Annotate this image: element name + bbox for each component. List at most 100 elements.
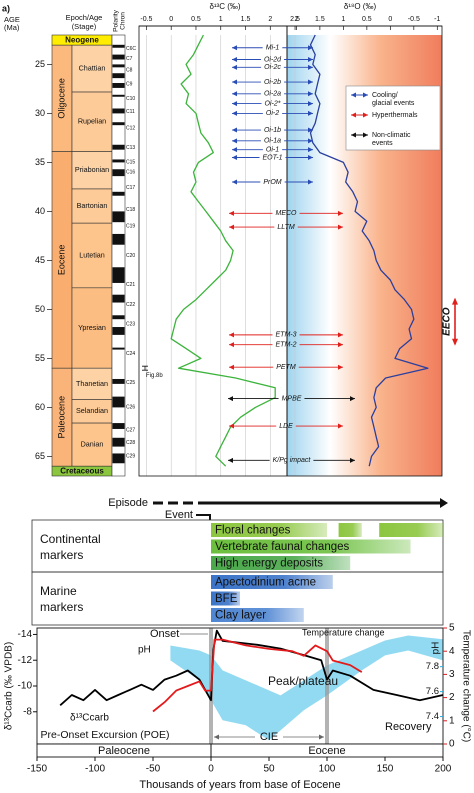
y-axis-label: AGE xyxy=(4,15,20,24)
stage-box xyxy=(71,151,113,190)
chron-label: C16 xyxy=(126,170,135,176)
legend-arrowhead xyxy=(363,92,368,98)
y-tick-label: -8 xyxy=(23,706,32,717)
marker-bar-label: High energy deposits xyxy=(215,558,323,570)
arrowhead xyxy=(350,457,355,463)
column-header: (Stage) xyxy=(72,22,97,31)
x-tick-label: -150 xyxy=(27,764,47,775)
arrowhead xyxy=(232,64,237,70)
x-tick-label: 1 xyxy=(219,16,223,23)
arrowhead xyxy=(308,127,313,133)
y3-tick-label: 7.8 xyxy=(426,661,439,672)
event-label: LDE xyxy=(279,423,293,430)
arrowhead xyxy=(308,110,313,116)
arrowhead xyxy=(232,147,237,153)
ph-band xyxy=(170,635,443,741)
legend-label: events xyxy=(372,140,393,147)
x2-tick-label: 2 xyxy=(294,16,298,23)
x-tick-label: 150 xyxy=(377,764,394,775)
arrowhead xyxy=(232,127,237,133)
phase-annotation: Peak/plateau xyxy=(268,674,338,688)
chron-label: C6C xyxy=(126,46,136,52)
arrowhead xyxy=(232,179,237,185)
polarity-normal xyxy=(112,159,125,163)
event-label: Mi-1 xyxy=(266,45,280,52)
period-name: Neogene xyxy=(65,36,99,45)
chron-label: C17 xyxy=(126,185,135,191)
x2-tick-label: -1 xyxy=(434,16,440,23)
legend-arrowhead xyxy=(351,112,356,118)
polarity-normal xyxy=(112,211,125,223)
x-tick-label: 50 xyxy=(263,764,275,775)
x2-tick-label: -0.5 xyxy=(408,16,420,23)
x-tick-label: -0.5 xyxy=(140,16,152,23)
event-line xyxy=(196,514,211,519)
polarity-normal xyxy=(112,423,125,429)
x2-tick-label: 1 xyxy=(341,16,345,23)
y-tick-label: 60 xyxy=(35,402,45,412)
arrowhead xyxy=(338,423,343,429)
epoch-name: Eocene xyxy=(308,745,345,757)
chron-label: C23 xyxy=(126,321,135,327)
polarity-normal xyxy=(112,396,125,408)
marker-bar xyxy=(211,556,351,570)
polarity-normal xyxy=(112,191,125,196)
arrowhead xyxy=(308,155,313,160)
arrowhead xyxy=(232,45,237,51)
arrowhead xyxy=(229,342,234,348)
polarity-normal xyxy=(112,233,125,245)
arrowhead xyxy=(229,332,234,338)
event-label: K/Pg impact xyxy=(273,457,312,464)
chron-label: C28 xyxy=(126,440,135,446)
legend-label: glacial events xyxy=(372,100,415,107)
polarity-normal xyxy=(112,294,125,303)
epoch-bar xyxy=(36,743,444,758)
event-label: ETM-3 xyxy=(276,332,297,339)
stage-name: Priabonian xyxy=(75,165,109,174)
chron-label: C29 xyxy=(126,454,135,460)
marker-bar xyxy=(211,539,411,554)
phase-annotation: CIE xyxy=(260,731,278,743)
x-tick-label: 0 xyxy=(208,764,214,775)
y2-tick-label: 3 xyxy=(449,669,455,680)
polarity-normal xyxy=(112,437,125,447)
event-label: Oi-2d xyxy=(264,56,282,63)
y-tick-label: 50 xyxy=(35,304,45,314)
polarity-normal xyxy=(112,44,125,48)
chron-label: C22 xyxy=(126,302,135,308)
arrowhead xyxy=(232,101,237,107)
event-label: PrOM xyxy=(263,179,281,186)
x-tick-label: 2.5 xyxy=(290,16,300,23)
chron-label: C10 xyxy=(126,96,135,102)
y3-tick-label: 7.4 xyxy=(426,711,439,722)
arrowhead xyxy=(229,224,234,230)
x-tick-label: 1.5 xyxy=(241,16,251,23)
polarity-normal xyxy=(112,144,125,150)
epoch-name: Eocene xyxy=(56,245,66,276)
polarity-normal xyxy=(112,73,125,79)
y-tick-label: 55 xyxy=(35,353,45,363)
arrowhead xyxy=(308,45,313,51)
episode-arrowhead xyxy=(440,498,448,508)
y-axis-label: δ¹³Ccarb (‰ VPDB) xyxy=(4,642,15,730)
polarity-normal xyxy=(112,453,125,464)
polarity-normal xyxy=(112,122,125,126)
chron-label: C20 xyxy=(126,253,135,259)
x2-tick-label: 0 xyxy=(388,16,392,23)
x2-tick-label: 1.5 xyxy=(315,16,325,23)
arrowhead xyxy=(232,79,237,85)
series-label: δ¹³Ccarb xyxy=(70,713,109,724)
marker-bar-label: Floral changes xyxy=(215,525,291,537)
y-tick-label: 30 xyxy=(35,108,45,118)
stage-box xyxy=(71,91,113,152)
stage-name: Thanetian xyxy=(76,379,108,388)
chron-label: C13 xyxy=(126,145,135,151)
chron-label: C27 xyxy=(126,427,135,433)
marker-bar-label: Clay layer xyxy=(215,610,266,622)
chron-label: C8 xyxy=(126,68,133,74)
x-tick-label: 0.5 xyxy=(191,16,201,23)
polarity-column xyxy=(111,34,126,477)
phase-annotation: Pre-Onset Excursion (POE) xyxy=(41,729,170,741)
event-label: Oi-1b xyxy=(264,127,281,134)
marker-bar xyxy=(211,591,240,606)
